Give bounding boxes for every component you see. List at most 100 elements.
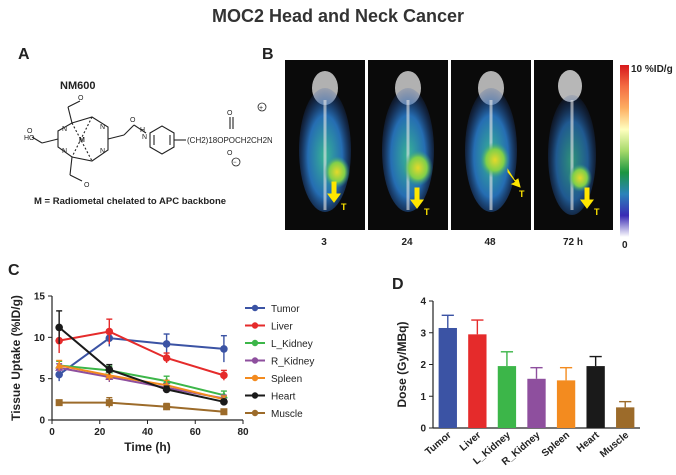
bar-l_kidney <box>497 366 517 428</box>
legend-label: Heart <box>271 392 296 403</box>
data-point <box>220 371 228 380</box>
data-point <box>220 408 228 416</box>
svg-text:N: N <box>100 124 105 131</box>
legend-marker <box>251 392 259 399</box>
legend-label: Liver <box>271 322 293 333</box>
bar-r_kidney <box>527 378 546 428</box>
pet-scan-overlays: T T T T <box>299 70 600 217</box>
data-point <box>105 365 114 374</box>
data-point <box>163 403 171 411</box>
svg-text:N: N <box>142 134 147 141</box>
data-point <box>55 399 63 407</box>
chain-formula: (CH2)18OPOCH2CH2NMe3 <box>187 136 272 145</box>
x-tick-label: 60 <box>190 427 202 438</box>
y-tick-label: 2 <box>420 360 426 371</box>
series-line-tumor <box>58 337 224 376</box>
timepoint-label: 72 h <box>562 237 583 248</box>
legend-label: Muscle <box>271 409 303 420</box>
svg-text:HO: HO <box>24 135 35 142</box>
structure-caption: M = Radiometal chelated to APC backbone <box>34 196 227 207</box>
y-tick-label: 3 <box>420 328 426 339</box>
data-point <box>105 399 113 407</box>
y-tick-label: 4 <box>420 297 426 308</box>
timepoint-label: 48 <box>484 237 496 248</box>
svg-text:O: O <box>227 110 233 117</box>
legend-label: Spleen <box>271 374 302 385</box>
x-tick-label: 80 <box>237 427 249 438</box>
svg-text:O: O <box>84 182 90 189</box>
legend-marker <box>251 304 259 312</box>
svg-text:O: O <box>27 128 33 135</box>
y-tick-label: 10 <box>34 333 46 344</box>
svg-text:−: − <box>233 160 237 166</box>
data-point <box>105 327 114 336</box>
panel-c-label: C <box>8 262 20 279</box>
y-tick-label: 5 <box>39 374 45 385</box>
svg-text:N: N <box>62 148 67 155</box>
data-point <box>162 354 171 362</box>
panel-b-label: B <box>262 46 274 63</box>
svg-text:O: O <box>227 150 233 157</box>
series-line-muscle <box>59 401 224 413</box>
y-axis-title: Dose (Gy/MBq) <box>395 321 409 407</box>
data-point <box>55 361 64 369</box>
data-point <box>162 385 171 394</box>
legend-marker <box>251 409 259 417</box>
svg-text:O: O <box>78 95 84 102</box>
data-point <box>55 323 63 332</box>
timepoint-label: 3 <box>321 237 327 248</box>
tumor-arrows <box>327 168 594 209</box>
data-point <box>55 370 63 379</box>
tumor-marker: T <box>594 207 600 217</box>
legend-marker <box>251 339 259 347</box>
y-tick-label: 15 <box>34 292 46 303</box>
legend-label: Tumor <box>271 304 300 315</box>
colorbar-min-label: 0 <box>622 240 628 251</box>
bar-tumor <box>438 327 457 428</box>
x-axis-title: Time (h) <box>124 440 170 454</box>
figure-title: MOC2 Head and Neck Cancer <box>211 6 465 26</box>
x-tick-label: Muscle <box>598 430 631 460</box>
x-tick-label: Spleen <box>540 430 572 460</box>
y-tick-label: 0 <box>420 424 426 435</box>
colorbar <box>620 65 629 237</box>
y-tick-label: 0 <box>39 416 45 427</box>
svg-text:H: H <box>140 127 145 134</box>
bar-spleen <box>556 380 576 428</box>
bar-liver <box>468 334 487 428</box>
x-tick-label: 20 <box>94 427 106 438</box>
svg-text:N: N <box>62 126 67 133</box>
legend-label: L_Kidney <box>271 339 313 350</box>
uptake-line-chart: 0 5 10 15 0 20 40 60 80 Time (h) Tissue Uptake (%I… <box>9 292 314 455</box>
compound-name: NM600 <box>60 80 96 92</box>
mouse-figures <box>299 70 596 215</box>
series-line-liver <box>58 330 225 377</box>
data-point <box>105 371 114 379</box>
svg-text:O: O <box>130 117 136 124</box>
colorbar-max-label: 10 %ID/g <box>631 64 673 75</box>
panel-d-label: D <box>392 276 404 293</box>
legend-marker <box>251 357 259 364</box>
chemical-structure: HO O O O M N N N N O H N O O − + (CH2)18… <box>24 95 272 189</box>
tumor-marker: T <box>519 189 525 199</box>
x-tick-label: 0 <box>49 427 55 438</box>
legend-label: R_Kidney <box>271 357 314 368</box>
series-line-heart <box>58 326 225 403</box>
data-point <box>220 398 228 406</box>
tumor-marker: T <box>424 207 430 217</box>
legend-marker <box>251 322 259 329</box>
x-tick-label: Liver <box>458 430 483 454</box>
x-tick-label: Tumor <box>423 430 453 458</box>
tumor-marker: T <box>341 202 347 212</box>
series-line-l_kidney <box>59 364 225 397</box>
data-point <box>220 345 228 353</box>
timepoint-label: 24 <box>401 237 413 248</box>
panel-a-label: A <box>18 46 30 63</box>
y-axis-title: Tissue Uptake (%ID/g) <box>9 295 23 421</box>
svg-text:+: + <box>259 105 263 112</box>
svg-text:M: M <box>79 137 85 144</box>
x-tick-label: 40 <box>142 427 154 438</box>
bar-muscle <box>616 407 635 428</box>
svg-text:N: N <box>100 148 105 155</box>
